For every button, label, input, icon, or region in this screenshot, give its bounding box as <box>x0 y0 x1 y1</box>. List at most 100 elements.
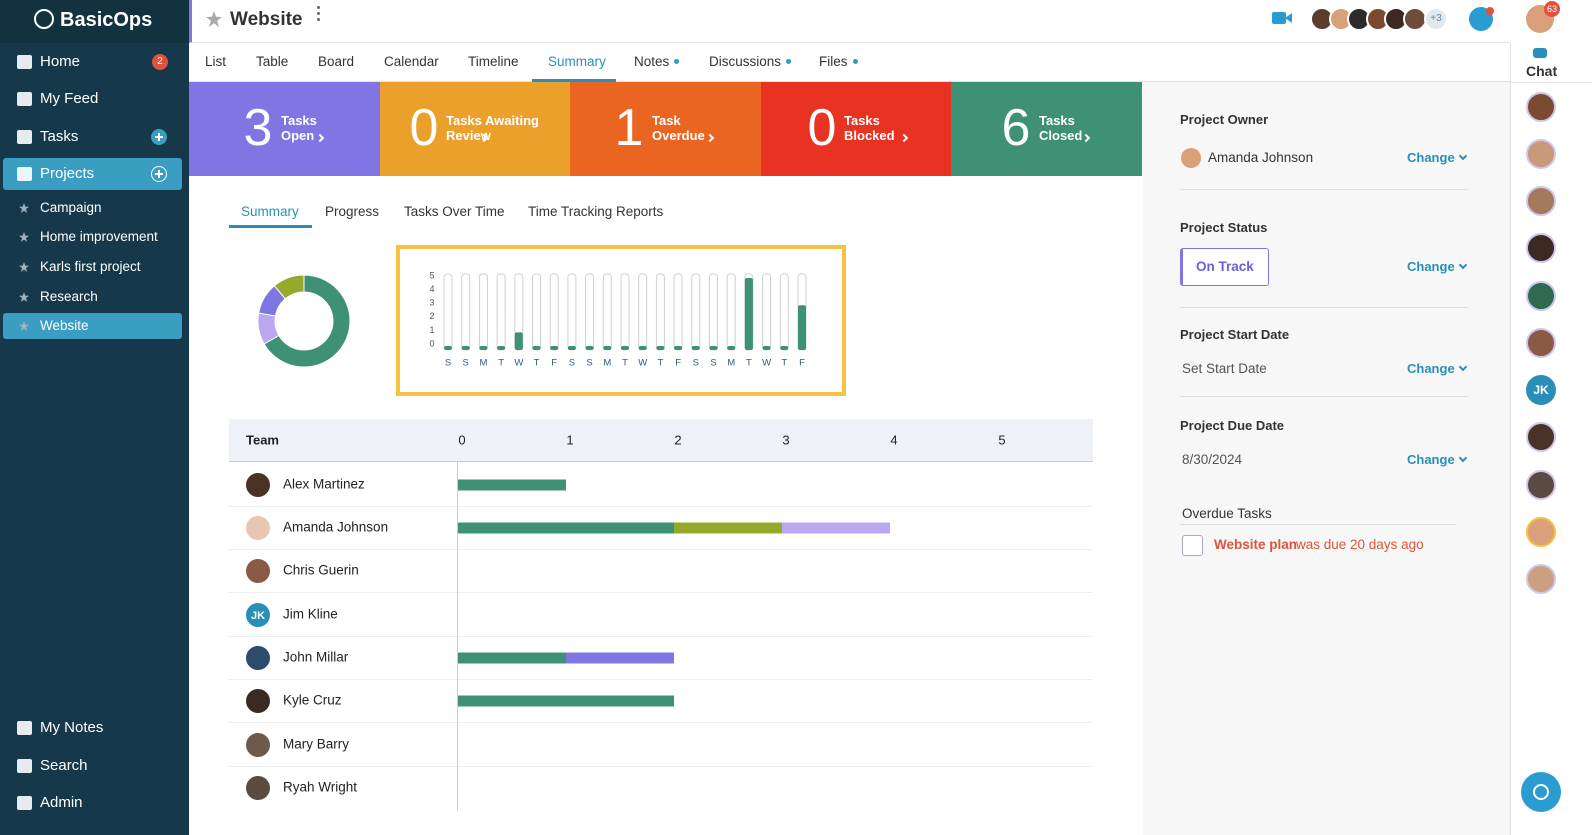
nav-item[interactable]: My Feed <box>40 90 99 107</box>
stat-label: Closed <box>1039 128 1083 143</box>
status-box[interactable] <box>1180 248 1269 286</box>
overdue-note: was due 20 days ago <box>1296 537 1424 552</box>
tab[interactable]: Summary <box>548 51 606 71</box>
stat-label: Tasks <box>844 113 880 128</box>
section-label: Project Start Date <box>1180 327 1290 342</box>
tab-label: Summary <box>548 53 606 69</box>
tab[interactable]: Timeline <box>468 51 519 71</box>
tab-dot <box>852 58 858 64</box>
row-divider <box>229 549 1093 550</box>
logo-icon <box>34 9 54 29</box>
tab-label: Discussions <box>709 53 782 69</box>
chat-avatar <box>1526 328 1556 358</box>
stat-card[interactable] <box>951 82 1143 176</box>
add-button <box>151 166 167 182</box>
subtab[interactable]: Time Tracking Reports <box>528 204 664 219</box>
chat-avatar <box>1526 470 1556 500</box>
project-item[interactable]: Research <box>40 289 98 304</box>
header <box>189 0 1510 43</box>
tab[interactable]: Notes <box>634 51 680 71</box>
tab[interactable]: List <box>205 51 226 71</box>
change-link[interactable]: Change <box>1407 259 1455 274</box>
menu-dot <box>316 17 320 21</box>
member-avatar <box>246 733 270 757</box>
subtab[interactable]: Tasks Over Time <box>404 204 505 219</box>
stat-count: 1 <box>614 99 644 157</box>
help-dot <box>1486 7 1494 15</box>
section-divider <box>1180 396 1468 397</box>
donut-segment <box>273 274 305 300</box>
overdue-task[interactable]: Website plan <box>1214 537 1298 552</box>
chat-button-icon <box>1533 784 1549 800</box>
member-avatar <box>246 776 270 800</box>
stat-label: Overdue <box>652 128 705 143</box>
stat-count: 6 <box>1001 99 1031 157</box>
stat-card[interactable] <box>189 82 380 176</box>
project-item[interactable]: Home improvement <box>40 229 158 244</box>
stat-label: Tasks Awaiting <box>446 113 539 128</box>
subtab[interactable]: Summary <box>241 204 299 219</box>
stat-label: Tasks <box>281 113 317 128</box>
chat-avatar <box>1526 233 1556 263</box>
tab[interactable]: Discussions <box>709 51 792 71</box>
notification-badge: 63 <box>1544 1 1560 17</box>
stat-card[interactable] <box>570 82 762 176</box>
stat-card[interactable] <box>379 82 571 176</box>
change-link[interactable]: Change <box>1407 452 1455 467</box>
video-icon[interactable] <box>1272 12 1286 24</box>
stat-card[interactable] <box>760 82 952 176</box>
tab[interactable]: Calendar <box>384 51 439 71</box>
change-link[interactable]: Change <box>1407 361 1455 376</box>
task-checkbox[interactable] <box>1182 535 1203 556</box>
menu-dot <box>316 5 320 9</box>
change-link[interactable]: Change <box>1407 150 1455 165</box>
tab-bar <box>189 43 1510 82</box>
nav-icon <box>17 55 32 69</box>
tab-dot <box>786 58 792 64</box>
member-avatar <box>246 646 270 670</box>
nav-item[interactable]: Projects <box>40 165 95 182</box>
project-active <box>3 313 182 339</box>
chat-avatar <box>1526 139 1556 169</box>
chat-avatar <box>1526 186 1556 216</box>
donut-segment <box>257 312 280 345</box>
nav-badge: 2 <box>152 54 168 70</box>
nav-item[interactable]: Admin <box>40 794 83 811</box>
tab[interactable]: Table <box>256 51 288 71</box>
nav-item[interactable]: Search <box>40 757 88 774</box>
member-name: Amanda Johnson <box>283 520 388 535</box>
project-star <box>19 262 29 272</box>
stat-label: Review <box>446 128 491 143</box>
stat-label: Blocked <box>844 128 895 143</box>
owner-avatar <box>1181 148 1201 168</box>
project-item[interactable]: Karls first project <box>40 259 141 274</box>
member-name: Ryah Wright <box>283 780 357 795</box>
project-item[interactable]: Website <box>40 318 89 333</box>
add-plus-v <box>158 170 160 178</box>
project-star <box>19 292 29 302</box>
tab-label: Board <box>318 53 355 69</box>
member-name: Kyle Cruz <box>283 693 342 708</box>
tab[interactable]: Files <box>819 51 858 71</box>
member-avatar <box>1402 7 1427 31</box>
sidebar <box>0 0 189 835</box>
member-name: Chris Guerin <box>283 563 359 578</box>
section-label: Project Owner <box>1180 112 1269 127</box>
nav-item[interactable]: Home <box>40 53 81 70</box>
axis-line <box>457 462 458 810</box>
nav-item[interactable]: Tasks <box>40 128 79 145</box>
tab[interactable]: Board <box>318 51 354 71</box>
nav-item[interactable]: My Notes <box>40 719 104 736</box>
nav-icon <box>17 130 32 144</box>
project-item[interactable]: Campaign <box>40 200 102 215</box>
chat-avatar <box>1526 517 1556 547</box>
team-header <box>229 419 1093 462</box>
video-icon-lens <box>1285 13 1292 23</box>
tab-active <box>532 79 616 82</box>
chat-avatar: JK <box>1526 375 1556 405</box>
member-avatar <box>246 603 270 627</box>
donut-segment <box>263 274 351 368</box>
tab-label: Timeline <box>468 53 519 69</box>
subtab[interactable]: Progress <box>325 204 380 219</box>
